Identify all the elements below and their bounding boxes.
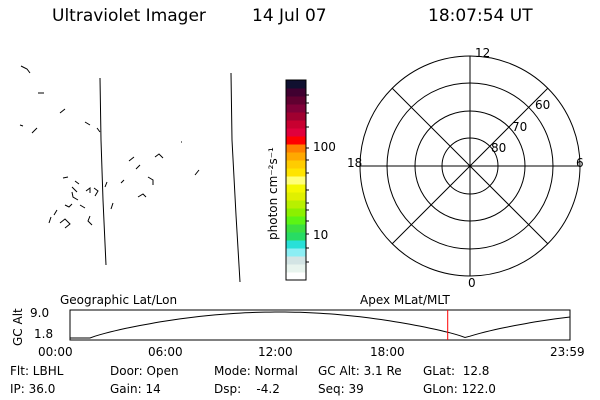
colorbar-label: photon cm⁻²s⁻¹ (266, 147, 280, 240)
altitude-timeline (69, 309, 571, 341)
apex-label: Apex MLat/MLT (360, 293, 450, 307)
colorbar-segment (286, 216, 306, 225)
mlt-label-12: 12 (475, 46, 491, 60)
colorbar-segment (286, 152, 306, 161)
gc-alt-status: GC Alt: 3.1 Re (318, 364, 402, 378)
glon-status: GLon: 122.0 (423, 382, 496, 396)
colorbar-tick-10: 10 (313, 228, 329, 242)
colorbar-segment (286, 176, 306, 185)
time-label: 18:07:54 UT (428, 6, 533, 26)
lat-label-70: 70 (512, 120, 528, 134)
colorbar-segment (286, 240, 306, 249)
dsp-status: Dsp: -4.2 (214, 382, 280, 396)
timeline-frame (69, 309, 571, 341)
colorbar-segment (286, 88, 306, 97)
colorbar-segment (286, 232, 306, 241)
time-tick: 12:00 (258, 345, 293, 359)
ip-status: IP: 36.0 (10, 382, 56, 396)
lat-label-60: 60 (535, 98, 551, 112)
geographic-label: Geographic Lat/Lon (60, 293, 178, 307)
timeline-ylabel: GC Alt (11, 308, 25, 346)
gain-status: Gain: 14 (110, 382, 161, 396)
mlt-label-0: 0 (468, 276, 476, 290)
glat-status: GLat: 12.8 (423, 364, 490, 378)
mlt-axis (391, 87, 549, 245)
colorbar-frame (285, 79, 307, 281)
colorbar-segment (286, 96, 306, 105)
altitude-curve (70, 311, 571, 339)
colorbar-segment (286, 80, 306, 89)
colorbar-segment (286, 144, 306, 153)
date-label: 14 Jul 07 (252, 6, 327, 26)
colorbar-segment (286, 208, 306, 217)
colorbar (285, 79, 309, 281)
colorbar-segment (286, 104, 306, 113)
polar-grid (359, 55, 581, 277)
instrument-title: Ultraviolet Imager (52, 6, 206, 26)
colorbar-segment (286, 224, 306, 233)
colorbar-segment (286, 256, 306, 265)
time-tick: 23:59 (550, 345, 585, 359)
coastline-fragment (19, 65, 200, 229)
time-tick: 00:00 (38, 345, 73, 359)
colorbar-segment (286, 248, 306, 257)
colorbar-segment (286, 168, 306, 177)
colorbar-segment (286, 120, 306, 129)
colorbar-segment (286, 136, 306, 145)
door-status: Door: Open (110, 364, 179, 378)
filter-status: Flt: LBHL (10, 364, 64, 378)
colorbar-segment (286, 264, 306, 273)
seq-status: Seq: 39 (318, 382, 364, 396)
colorbar-segment (286, 112, 306, 121)
mode-status: Mode: Normal (214, 364, 298, 378)
geographic-map (19, 65, 241, 283)
colorbar-segment (286, 128, 306, 137)
timeline-ymax: 9.0 (30, 306, 50, 320)
colorbar-segment (286, 160, 306, 169)
colorbar-segment (286, 272, 306, 281)
lat-label-80: 80 (491, 141, 507, 155)
mlt-label-6: 6 (576, 156, 584, 170)
meridian-line (230, 72, 241, 283)
colorbar-segment (286, 200, 306, 209)
colorbar-segment (286, 192, 306, 201)
time-tick: 18:00 (370, 345, 405, 359)
timeline-ymin: 1.8 (34, 327, 54, 341)
colorbar-tick-100: 100 (313, 140, 336, 154)
meridian-line (99, 77, 107, 266)
time-tick: 06:00 (148, 345, 183, 359)
mlt-label-18: 18 (347, 156, 363, 170)
colorbar-segment (286, 184, 306, 193)
